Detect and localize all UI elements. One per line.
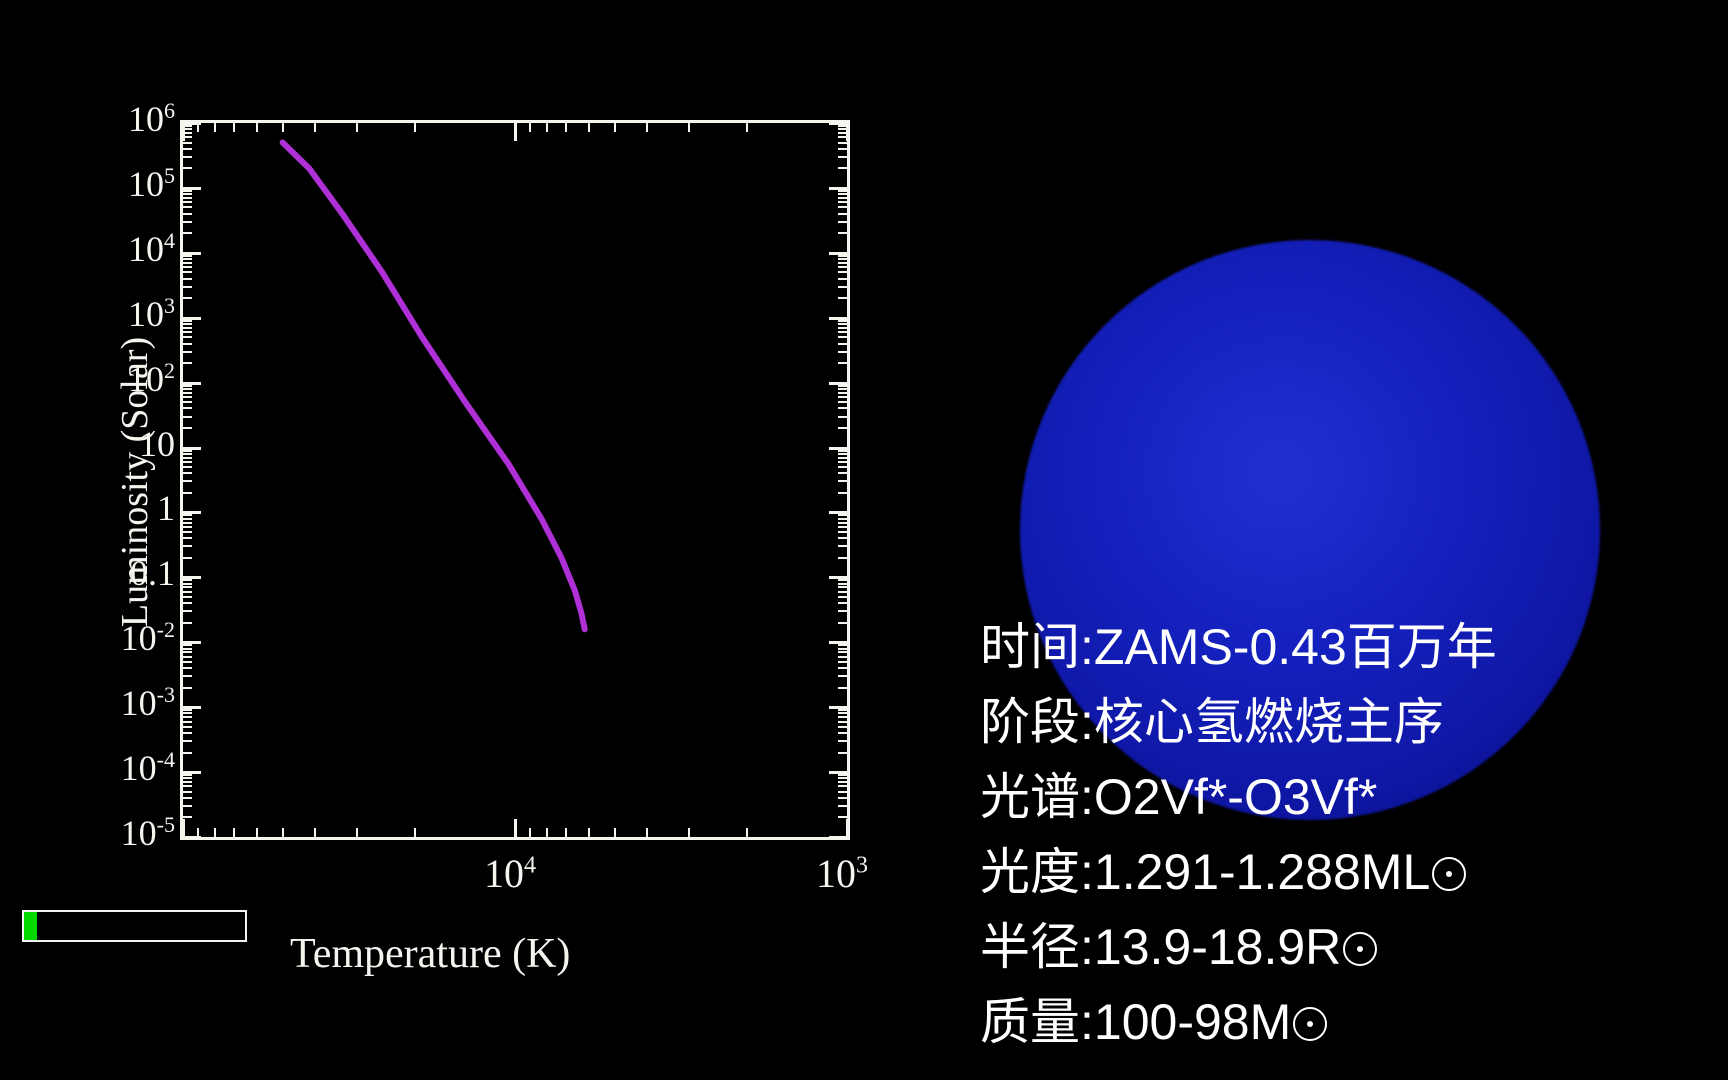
y-tick: 104 <box>35 228 175 270</box>
y-tick: 0.1 <box>35 552 175 594</box>
info-line: 光度:1.291-1.288ML <box>980 835 1497 910</box>
y-tick: 10-3 <box>35 682 175 724</box>
sun-symbol-icon <box>1343 932 1377 966</box>
info-line: 光谱:O2Vf*-O3Vf* <box>980 760 1497 835</box>
info-label: 光度: <box>980 844 1094 900</box>
info-label: 光谱: <box>980 769 1094 825</box>
y-tick: 106 <box>35 98 175 140</box>
hr-curve <box>183 123 847 837</box>
sun-symbol-icon <box>1293 1007 1327 1041</box>
info-label: 时间: <box>980 619 1094 675</box>
x-axis-label: Temperature (K) <box>290 930 570 978</box>
y-tick: 105 <box>35 163 175 205</box>
info-line: 时间:ZAMS-0.43百万年 <box>980 610 1497 685</box>
y-tick: 10-5 <box>35 812 175 854</box>
info-label: 质量: <box>980 994 1094 1050</box>
info-label: 半径: <box>980 919 1094 975</box>
x-tick: 104 <box>484 850 536 897</box>
info-value: 100-98M <box>1094 994 1291 1050</box>
info-line: 质量:100-98M <box>980 985 1497 1060</box>
y-tick: 10-4 <box>35 747 175 789</box>
info-label: 阶段: <box>980 694 1094 750</box>
y-tick: 1 <box>35 487 175 529</box>
info-value: O2Vf*-O3Vf* <box>1094 769 1377 825</box>
info-value: 核心氢燃烧主序 <box>1094 694 1444 750</box>
y-tick: 103 <box>35 293 175 335</box>
y-tick: 10 <box>35 423 175 465</box>
plot-area <box>180 120 850 840</box>
info-line: 半径:13.9-18.9R <box>980 910 1497 985</box>
info-value: 13.9-18.9R <box>1094 919 1341 975</box>
hr-diagram-chart: Luminosity (Solar) Temperature (K) 10610… <box>0 100 870 970</box>
y-tick: 10-2 <box>35 617 175 659</box>
sun-symbol-icon <box>1432 857 1466 891</box>
info-panel: 时间:ZAMS-0.43百万年阶段:核心氢燃烧主序光谱:O2Vf*-O3Vf*光… <box>980 610 1497 1060</box>
progress-bar <box>22 910 247 942</box>
info-value: ZAMS-0.43百万年 <box>1094 619 1497 675</box>
progress-fill <box>24 912 37 940</box>
y-tick: 102 <box>35 358 175 400</box>
info-line: 阶段:核心氢燃烧主序 <box>980 685 1497 760</box>
x-tick: 103 <box>816 850 868 897</box>
info-value: 1.291-1.288ML <box>1094 844 1430 900</box>
